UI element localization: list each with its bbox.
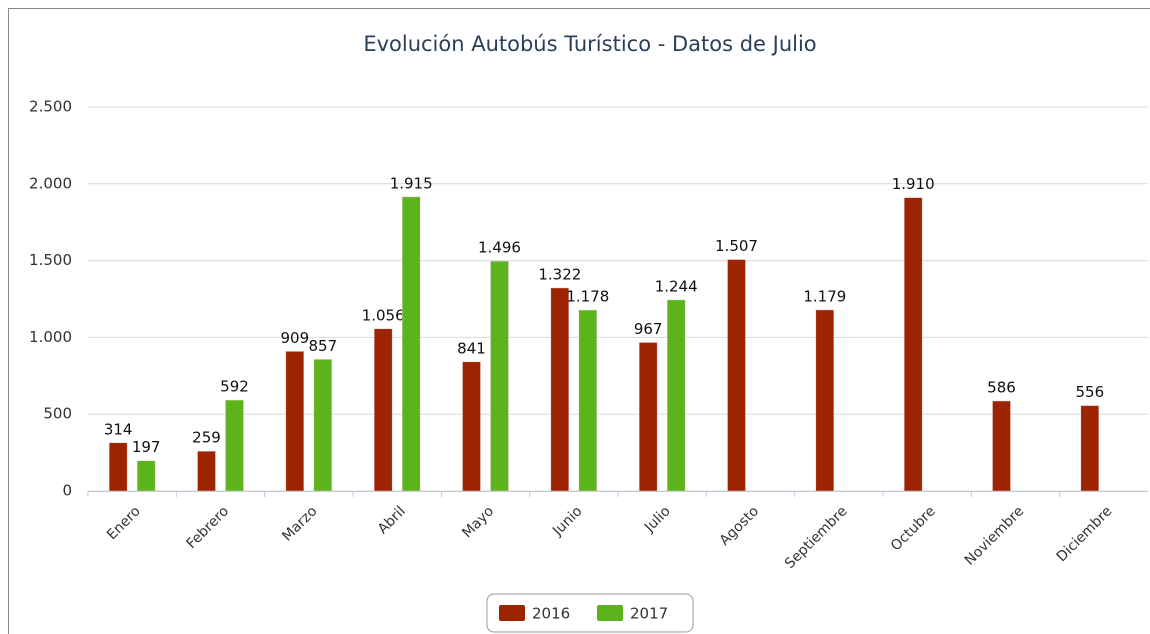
data-label: 1.496 [478, 239, 521, 257]
legend-swatch[interactable] [597, 605, 623, 621]
x-tick-label: Agosto [717, 503, 763, 549]
y-tick-label: 1.000 [29, 328, 72, 346]
bar [108, 442, 128, 492]
data-label: 314 [104, 420, 133, 438]
data-label: 556 [1076, 383, 1105, 401]
data-label: 1.507 [715, 237, 758, 255]
bar [666, 299, 686, 492]
data-label: 1.244 [655, 277, 698, 295]
data-label: 1.910 [892, 175, 935, 193]
x-tick-label: Noviembre [962, 503, 1027, 568]
x-tick-label: Octubre [888, 503, 939, 554]
bar [313, 359, 333, 492]
bar [225, 399, 244, 492]
data-label: 592 [220, 378, 249, 396]
x-tick-label: Mayo [459, 503, 497, 541]
data-label: 259 [192, 429, 221, 447]
x-tick-label: Febrero [183, 503, 232, 552]
legend-label[interactable]: 2017 [630, 605, 668, 623]
bar [401, 196, 421, 492]
data-label: 967 [634, 320, 663, 338]
data-label: 197 [132, 438, 161, 456]
legend: 2016 2017 [486, 593, 694, 633]
x-tick-label: Enero [104, 503, 144, 543]
data-label: 857 [309, 337, 338, 355]
data-label: 1.178 [566, 288, 609, 306]
bar [727, 259, 746, 492]
y-tick-label: 2.000 [29, 174, 72, 192]
bar [638, 342, 658, 492]
data-label: 1.915 [390, 174, 433, 192]
x-tick-label: Septiembre [782, 503, 851, 572]
y-tick-label: 0 [62, 482, 72, 500]
x-tick-label: Diciembre [1054, 503, 1116, 565]
bar [903, 197, 923, 492]
y-tick-label: 2.500 [29, 98, 72, 116]
bar [136, 460, 156, 492]
x-tick-label: Junio [549, 503, 585, 539]
bar [992, 400, 1011, 492]
data-label: 909 [281, 329, 310, 347]
data-label: 1.179 [803, 287, 846, 305]
bar [373, 328, 393, 492]
x-tick-label: Abril [375, 503, 409, 537]
bar [550, 287, 570, 492]
bar [285, 351, 305, 492]
y-tick-label: 500 [43, 405, 72, 423]
data-label: 841 [457, 339, 486, 357]
bar [462, 361, 481, 492]
bar [490, 260, 509, 492]
bar [815, 309, 835, 492]
data-label: 1.322 [538, 265, 581, 283]
bar [578, 309, 598, 492]
bar [1080, 405, 1100, 492]
x-tick-label: Julio [641, 503, 674, 536]
legend-label[interactable]: 2016 [532, 605, 570, 623]
chart-title: Evolución Autobús Turístico - Datos de J… [363, 32, 816, 56]
x-tick-label: Marzo [279, 503, 320, 544]
data-label: 1.056 [362, 306, 405, 324]
data-label: 586 [987, 378, 1016, 396]
chart-frame [8, 8, 1150, 634]
legend-box [486, 593, 694, 633]
legend-swatch[interactable] [499, 605, 525, 621]
bar [197, 450, 216, 492]
y-tick-label: 1.500 [29, 251, 72, 269]
